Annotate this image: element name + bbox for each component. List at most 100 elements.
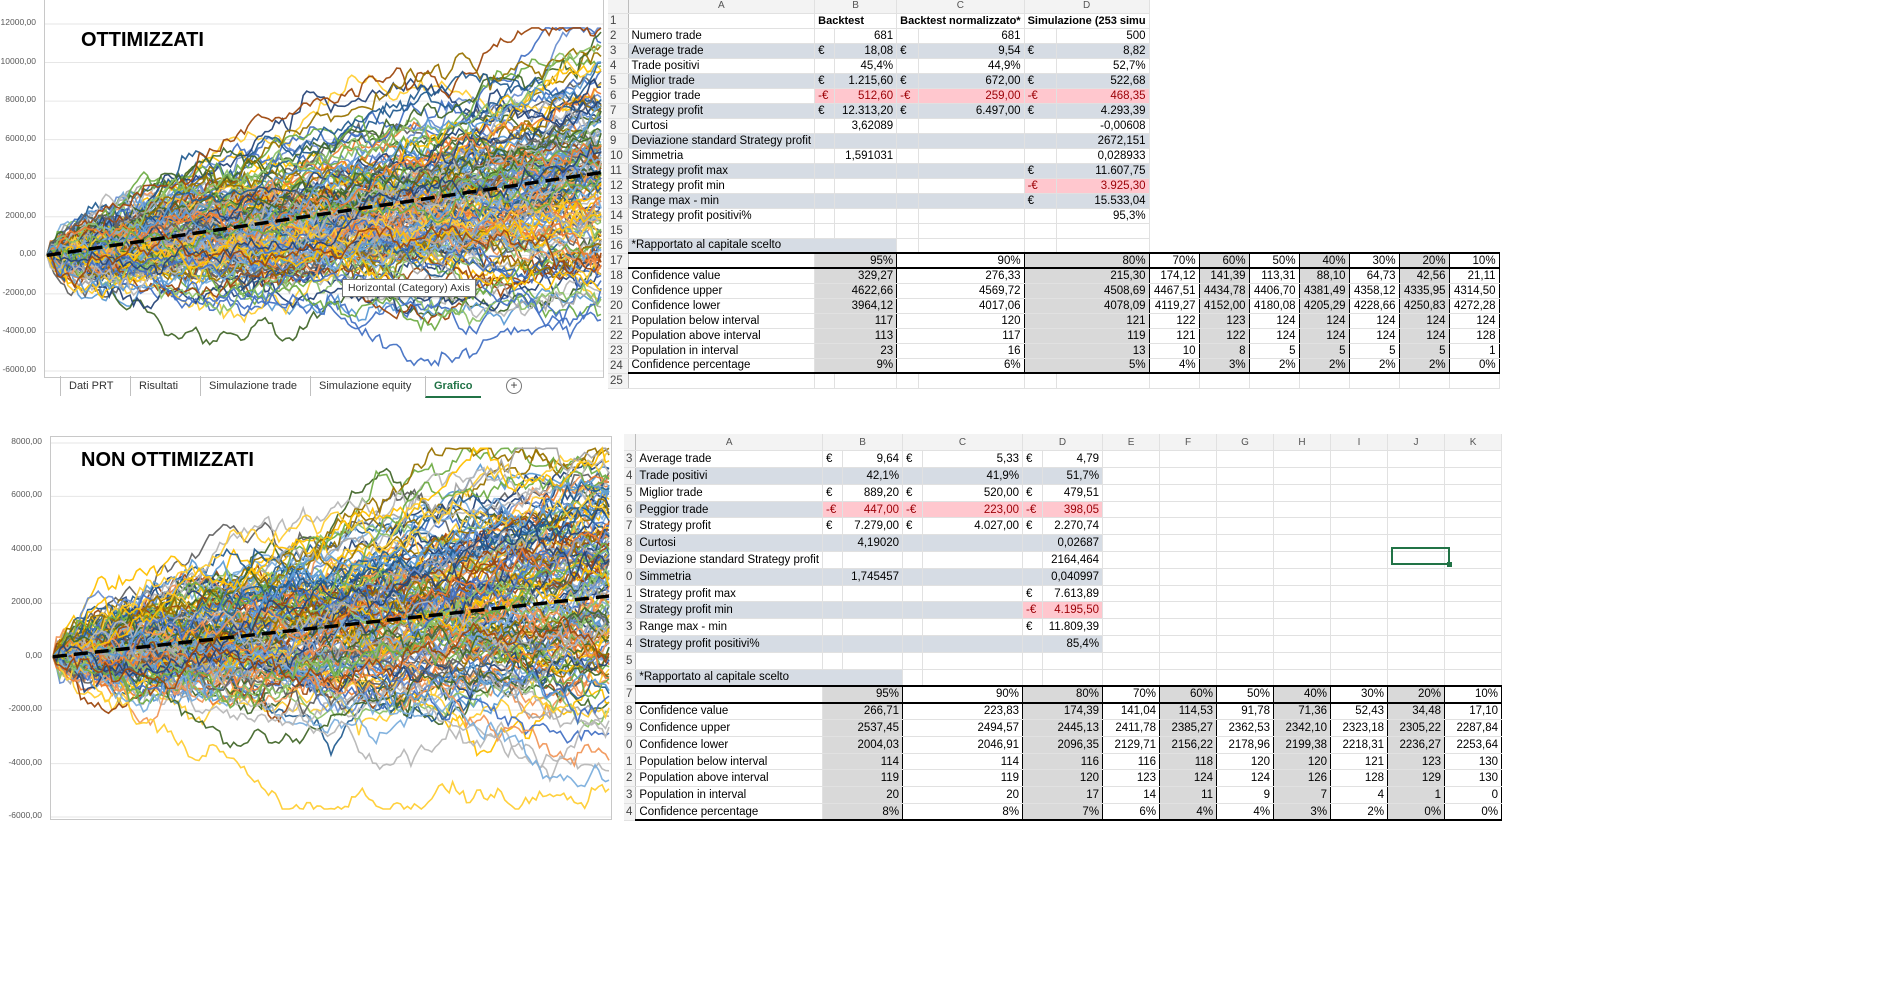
cell[interactable] <box>814 373 836 389</box>
value-cell[interactable] <box>922 635 1024 653</box>
cell[interactable] <box>1330 501 1389 519</box>
metric-label[interactable]: Deviazione standard Strategy profit <box>635 551 824 569</box>
currency-cell[interactable] <box>814 178 836 194</box>
cell[interactable] <box>1159 635 1218 653</box>
confidence-value-cell[interactable]: 113,31 <box>1249 268 1300 284</box>
row-number[interactable]: 9 <box>624 719 637 737</box>
bottom-chart-area[interactable]: NON OTTIMIZZATI <box>50 436 612 820</box>
currency-cell[interactable]: € <box>1022 585 1044 603</box>
confidence-value-cell[interactable]: 4272,28 <box>1449 298 1500 314</box>
cell[interactable] <box>1444 618 1503 637</box>
confidence-value-cell[interactable]: 128 <box>1330 769 1389 788</box>
confidence-value-cell[interactable]: 2236,27 <box>1387 736 1446 754</box>
confidence-value-cell[interactable]: 4% <box>1216 803 1275 822</box>
header-cell-d[interactable]: Simulazione (253 simu <box>1024 13 1150 29</box>
header-cell-c[interactable]: Backtest normalizzato* <box>896 13 1025 29</box>
confidence-value-cell[interactable]: 2537,45 <box>822 719 904 737</box>
cell[interactable] <box>1273 652 1332 670</box>
value-cell[interactable] <box>834 208 898 224</box>
currency-cell[interactable] <box>1024 208 1057 224</box>
cell[interactable] <box>1444 652 1503 670</box>
confidence-label[interactable]: Population below interval <box>635 753 824 771</box>
confidence-value-cell[interactable]: 6% <box>1102 803 1161 822</box>
row-number[interactable]: 3 <box>624 618 637 637</box>
cell[interactable] <box>1216 568 1275 586</box>
currency-cell[interactable]: -€ <box>822 501 844 519</box>
confidence-value-cell[interactable]: 2199,38 <box>1273 736 1332 754</box>
confidence-value-cell[interactable]: 117 <box>814 313 898 329</box>
metric-label[interactable]: Simmetria <box>635 568 824 586</box>
cell[interactable] <box>1042 669 1104 687</box>
confidence-level-header[interactable]: 10% <box>1444 684 1503 704</box>
confidence-value-cell[interactable]: 266,71 <box>822 702 904 721</box>
value-cell[interactable]: 0,02687 <box>1042 534 1104 553</box>
row-number[interactable]: 8 <box>608 118 629 134</box>
confidence-value-cell[interactable]: 2156,22 <box>1159 736 1218 754</box>
row-number[interactable]: 18 <box>608 268 629 284</box>
cell[interactable] <box>1387 450 1446 469</box>
row-number[interactable]: 2 <box>608 28 629 44</box>
confidence-value-cell[interactable]: 2004,03 <box>822 736 904 754</box>
confidence-value-cell[interactable]: 2% <box>1349 358 1400 374</box>
column-header[interactable]: D <box>1024 0 1150 14</box>
currency-cell[interactable]: € <box>896 43 919 59</box>
cell[interactable] <box>1387 467 1446 485</box>
currency-cell[interactable] <box>902 601 924 620</box>
value-cell[interactable]: 522,68 <box>1056 73 1150 89</box>
cell[interactable] <box>1444 635 1503 653</box>
value-cell[interactable] <box>922 601 1024 620</box>
currency-cell[interactable] <box>1022 568 1044 586</box>
confidence-value-cell[interactable]: 4335,95 <box>1399 283 1450 299</box>
currency-cell[interactable]: € <box>1022 618 1044 637</box>
cell[interactable] <box>1349 373 1400 389</box>
row-number[interactable]: 5 <box>624 484 637 502</box>
confidence-level-header[interactable]: 10% <box>1449 252 1500 269</box>
confidence-value-cell[interactable]: 124 <box>1249 328 1300 344</box>
confidence-value-cell[interactable]: 116 <box>1102 753 1161 771</box>
currency-cell[interactable]: € <box>814 103 836 119</box>
metric-label[interactable]: Miglior trade <box>628 73 816 89</box>
confidence-value-cell[interactable]: 126 <box>1273 769 1332 788</box>
currency-cell[interactable] <box>896 208 919 224</box>
metric-label[interactable]: Strategy profit positivi% <box>628 208 816 224</box>
value-cell[interactable]: 520,00 <box>922 484 1024 502</box>
confidence-value-cell[interactable]: 130 <box>1444 769 1503 788</box>
value-cell[interactable]: 2164,464 <box>1042 551 1104 569</box>
cell[interactable] <box>834 223 898 239</box>
cell[interactable] <box>1449 373 1500 389</box>
cell[interactable] <box>1273 450 1332 469</box>
cell[interactable] <box>1159 601 1218 620</box>
row-number[interactable]: 9 <box>608 133 629 149</box>
currency-cell[interactable] <box>896 58 919 74</box>
cell[interactable] <box>1330 618 1389 637</box>
value-cell[interactable]: 2.270,74 <box>1042 517 1104 536</box>
metric-label[interactable]: Strategy profit <box>628 103 816 119</box>
confidence-value-cell[interactable]: 120 <box>896 313 1025 329</box>
confidence-value-cell[interactable]: 215,30 <box>1024 268 1150 284</box>
confidence-value-cell[interactable]: 130 <box>1444 753 1503 771</box>
currency-cell[interactable] <box>896 28 919 44</box>
confidence-value-cell[interactable]: 1 <box>1387 786 1446 805</box>
cell[interactable] <box>1102 517 1161 536</box>
confidence-label[interactable]: Population in interval <box>627 343 816 359</box>
value-cell[interactable]: 447,00 <box>842 501 904 519</box>
cell[interactable] <box>1399 373 1450 389</box>
confidence-value-cell[interactable]: 4467,51 <box>1149 283 1200 299</box>
confidence-value-cell[interactable]: 119 <box>822 769 904 788</box>
confidence-value-cell[interactable]: 174,12 <box>1149 268 1200 284</box>
cell[interactable] <box>922 669 1024 687</box>
value-cell[interactable]: 7.279,00 <box>842 517 904 536</box>
cell[interactable] <box>1102 467 1161 485</box>
confidence-value-cell[interactable]: 0% <box>1444 803 1503 822</box>
cell[interactable] <box>1444 517 1503 536</box>
metric-label[interactable]: Strategy profit <box>635 517 824 536</box>
value-cell[interactable] <box>922 618 1024 637</box>
cell[interactable] <box>1102 484 1161 502</box>
value-cell[interactable]: 11.607,75 <box>1056 163 1150 179</box>
metric-label[interactable]: Curtosi <box>635 534 824 553</box>
cell[interactable] <box>628 13 816 29</box>
confidence-label[interactable]: Population above interval <box>635 769 824 788</box>
column-header[interactable]: E <box>1102 434 1161 452</box>
currency-cell[interactable] <box>902 618 924 637</box>
metric-label[interactable]: Curtosi <box>628 118 816 134</box>
